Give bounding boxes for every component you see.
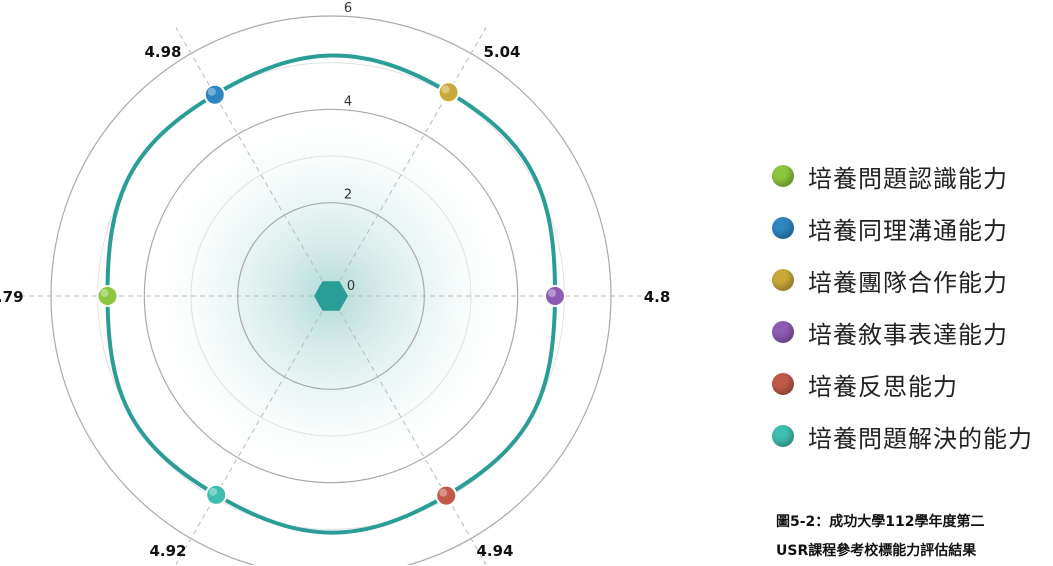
- data-point-highlight: [548, 289, 556, 297]
- legend-label: 培養問題解決的能力: [808, 424, 1033, 453]
- tick-label: 0: [347, 279, 355, 294]
- legend-swatch: [772, 165, 794, 187]
- legend-swatch: [772, 217, 794, 239]
- legend-item: 培養反思能力: [772, 358, 1033, 410]
- legend-item: 培養問題解決的能力: [772, 410, 1033, 462]
- axis-spoke: [330, 27, 487, 297]
- legend-swatch: [772, 373, 794, 395]
- data-point: [203, 83, 226, 106]
- legend: 培養問題認識能力 培養同理溝通能力 培養團隊合作能力 培養敘事表達能力 培養反思能力培養…: [772, 150, 1033, 462]
- center-hexagon: [314, 281, 348, 311]
- data-point: [96, 285, 119, 307]
- tick-label: 2: [344, 188, 352, 203]
- figure-caption: 圖5-2：成功大學112學年度第二 USR課程參考校標能力評估結果: [776, 508, 1053, 566]
- legend-label: 培養問題認識能力: [808, 164, 1008, 193]
- data-point: [544, 285, 566, 307]
- grid-ring-major: [143, 108, 519, 484]
- legend-label: 培養敘事表達能力: [808, 320, 1008, 349]
- data-point: [205, 483, 228, 506]
- data-point-highlight: [441, 85, 450, 94]
- value-label: 4.92: [149, 542, 186, 560]
- legend-item: 培養問題認識能力: [772, 150, 1033, 202]
- caption-line-2: USR課程參考校標能力評估結果: [776, 543, 977, 559]
- tick-label: 4: [344, 94, 352, 109]
- data-point-highlight: [209, 487, 218, 496]
- caption-line-1: 圖5-2：成功大學112學年度第二: [776, 514, 985, 530]
- data-point-highlight: [100, 289, 109, 297]
- radar-chart: 0 2 4 6 4.79 4.98 5.04 4.8 4.94 4.92: [0, 1, 671, 565]
- legend-label: 培養同理溝通能力: [808, 216, 1008, 245]
- value-label: 5.04: [483, 43, 520, 61]
- axis-spoke: [330, 295, 487, 565]
- legend-item: 培養團隊合作能力: [772, 254, 1033, 306]
- legend-item: 培養同理溝通能力: [772, 202, 1033, 254]
- value-label: 4.79: [0, 288, 24, 306]
- legend-swatch: [772, 269, 794, 291]
- value-label: 4.94: [476, 542, 513, 560]
- axis-spoke: [175, 295, 332, 565]
- legend-item: 培養敘事表達能力: [772, 306, 1033, 358]
- data-point: [435, 484, 458, 507]
- axis-spoke: [175, 27, 332, 297]
- data-point-highlight: [207, 87, 216, 96]
- legend-label: 培養團隊合作能力: [808, 268, 1008, 297]
- data-point: [437, 81, 460, 104]
- value-label: 4.8: [644, 288, 671, 306]
- data-point-highlight: [439, 488, 448, 497]
- tick-label: 6: [344, 1, 352, 16]
- legend-swatch: [772, 321, 794, 343]
- legend-swatch: [772, 425, 794, 447]
- value-label: 4.98: [144, 43, 181, 61]
- legend-label: 培養反思能力: [808, 372, 958, 401]
